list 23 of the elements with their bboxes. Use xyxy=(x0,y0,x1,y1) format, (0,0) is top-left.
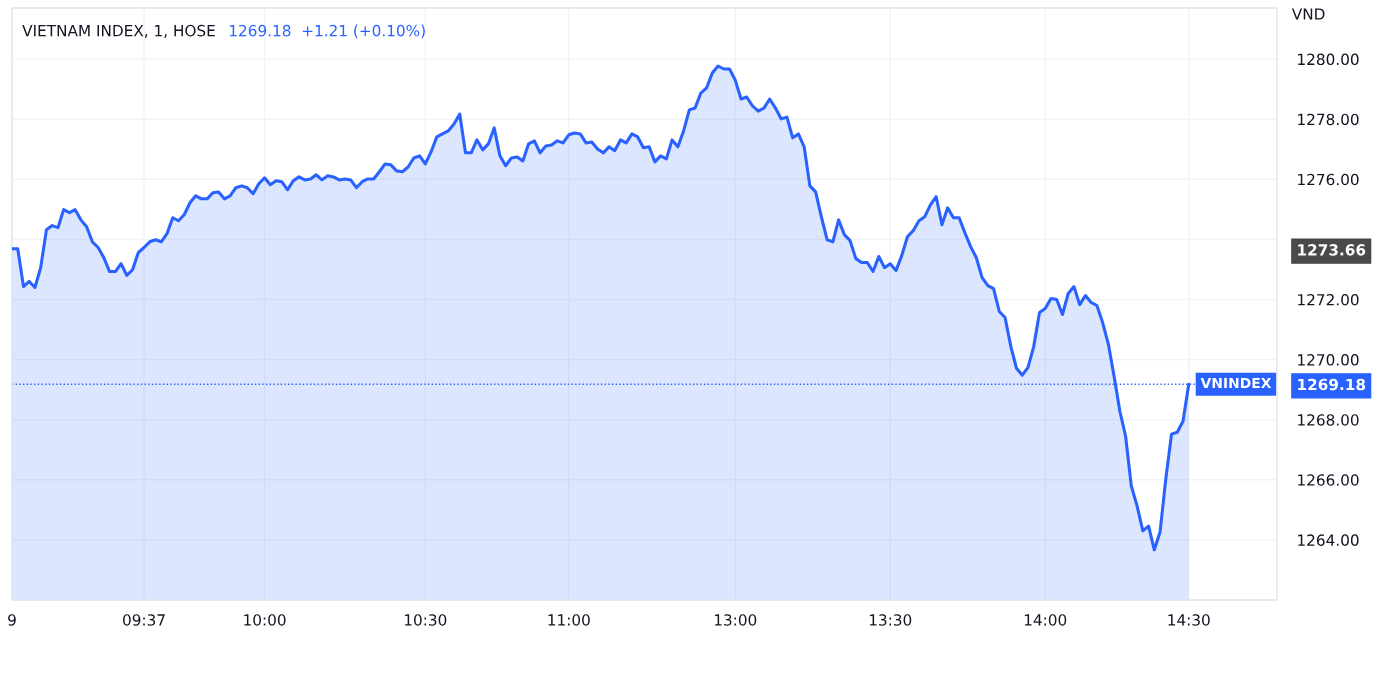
x-tick-label: 9 xyxy=(8,614,16,626)
y-tick-label: 1269.18 xyxy=(1298,378,1366,391)
x-tick-label: 13:00 xyxy=(714,614,757,626)
y-tick-label: 1272.00 xyxy=(1298,293,1359,306)
y-tick-label: 1280.00 xyxy=(1298,53,1359,66)
x-tick-label: 13:30 xyxy=(869,614,912,626)
x-tick-label: 14:00 xyxy=(1024,614,1067,626)
text: VIETNAM INDEX, 1, HOSE xyxy=(22,24,215,38)
y-tick-label: 1266.00 xyxy=(1298,474,1359,486)
y-tick-label: 1264.00 xyxy=(1298,534,1359,546)
y-tick-label: 1278.00 xyxy=(1298,113,1359,126)
text: 1269.18 +1.21 (+0.10%) xyxy=(229,24,425,39)
x-tick-label: 09:37 xyxy=(123,614,165,626)
y-tick-label: 1268.00 xyxy=(1298,414,1359,426)
ref-line-label: VNINDEX xyxy=(1200,377,1272,389)
y-tick-label: 1270.00 xyxy=(1298,354,1359,366)
x-tick-label: 14:30 xyxy=(1168,614,1210,626)
y-tick-label: 1276.00 xyxy=(1298,173,1359,186)
x-tick-label: 10:30 xyxy=(404,614,447,626)
x-tick-label: 11:00 xyxy=(548,614,590,626)
x-tick-label: 10:00 xyxy=(244,614,286,626)
y-tick-label: 1273.66 xyxy=(1298,244,1366,256)
y-axis-title: VND xyxy=(1291,8,1325,20)
